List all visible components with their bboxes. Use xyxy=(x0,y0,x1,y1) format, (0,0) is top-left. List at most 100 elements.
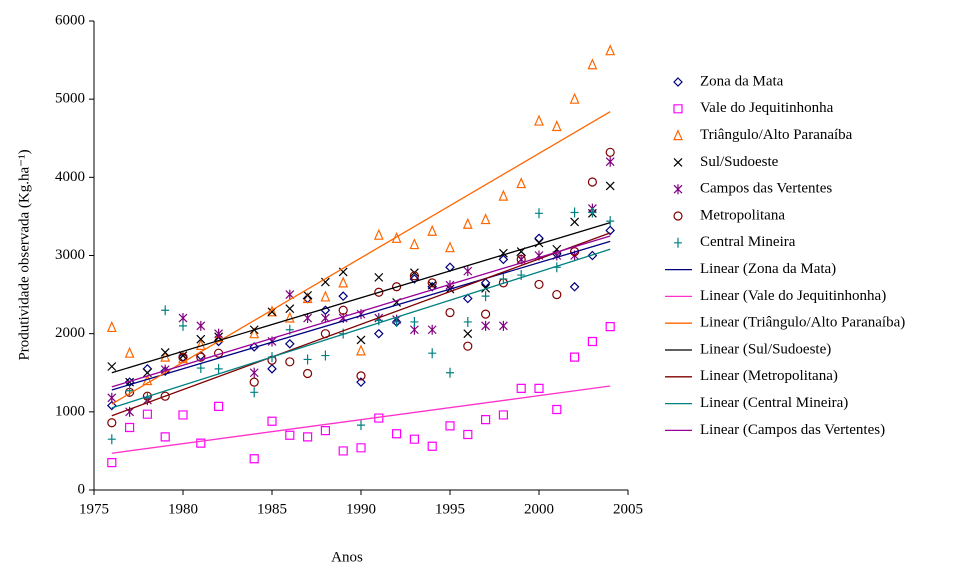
legend-label: Linear (Campos das Vertentes) xyxy=(700,422,885,438)
point xyxy=(498,320,508,331)
point xyxy=(445,307,455,318)
legend-label: Zona da Mata xyxy=(700,73,784,89)
point xyxy=(196,320,206,331)
point xyxy=(285,304,295,314)
point xyxy=(302,368,313,379)
point xyxy=(498,189,509,201)
point xyxy=(410,316,419,327)
point xyxy=(142,363,153,374)
x-tick-label: 2005 xyxy=(613,501,643,517)
point xyxy=(516,254,526,264)
point xyxy=(427,224,438,236)
point xyxy=(587,177,598,187)
point xyxy=(605,44,616,56)
y-tick-label: 2000 xyxy=(55,325,85,341)
point xyxy=(373,228,384,240)
point xyxy=(107,458,117,468)
point xyxy=(125,422,135,433)
legend-marker xyxy=(673,211,683,221)
point xyxy=(462,217,473,229)
legend-marker xyxy=(673,157,683,167)
point xyxy=(356,371,366,381)
point xyxy=(196,438,206,448)
point xyxy=(142,409,152,419)
point xyxy=(463,341,473,351)
point xyxy=(124,346,135,358)
point xyxy=(427,324,437,335)
point xyxy=(517,270,526,281)
legend-label: Sul/Sudoeste xyxy=(700,154,779,170)
point xyxy=(462,293,473,304)
point xyxy=(606,216,615,227)
point xyxy=(356,443,366,453)
point xyxy=(338,446,348,456)
point xyxy=(357,420,365,431)
point xyxy=(605,322,615,332)
x-tick-label: 1975 xyxy=(79,501,109,517)
legend-marker xyxy=(673,104,683,114)
point xyxy=(374,287,384,297)
y-tick-label: 0 xyxy=(78,481,86,497)
point xyxy=(498,410,508,420)
legend-label: Linear (Metropolitana) xyxy=(700,368,838,384)
point xyxy=(570,217,580,227)
point xyxy=(214,328,224,339)
point xyxy=(249,454,259,464)
point xyxy=(267,363,277,374)
point xyxy=(534,383,544,393)
point xyxy=(285,289,295,300)
point xyxy=(249,327,260,339)
trend-line xyxy=(111,248,611,409)
point xyxy=(409,268,419,278)
legend-label: Vale do Jequitinhonha xyxy=(700,100,834,116)
point xyxy=(196,334,206,344)
point xyxy=(445,421,455,431)
point xyxy=(409,274,420,284)
legend-label: Linear (Zona da Mata) xyxy=(700,261,836,277)
point xyxy=(160,432,170,442)
point xyxy=(463,316,472,327)
point xyxy=(249,367,259,378)
point xyxy=(552,404,562,415)
point xyxy=(409,271,420,281)
point xyxy=(534,233,544,244)
point xyxy=(178,410,188,420)
point xyxy=(303,290,313,300)
point xyxy=(107,362,117,371)
point xyxy=(427,441,437,451)
point xyxy=(320,329,331,339)
point xyxy=(373,328,384,339)
x-tick-label: 1985 xyxy=(257,501,287,517)
point xyxy=(303,313,313,324)
point xyxy=(481,291,490,302)
legend-marker xyxy=(674,237,682,248)
point xyxy=(179,320,187,331)
point xyxy=(285,357,295,367)
x-tick-label: 1980 xyxy=(168,501,198,517)
y-tick-label: 4000 xyxy=(55,169,85,185)
legend-label: Linear (Vale do Jequitinhonha) xyxy=(700,288,886,304)
legend-marker xyxy=(673,129,683,141)
point xyxy=(516,177,527,189)
point xyxy=(463,429,473,440)
point xyxy=(534,279,544,290)
x-tick-label: 2000 xyxy=(524,501,554,517)
point xyxy=(374,315,383,326)
point xyxy=(161,305,170,316)
point xyxy=(392,316,401,327)
point xyxy=(321,350,330,361)
legend-label: Triângulo/Alto Paranaíba xyxy=(700,127,853,143)
point xyxy=(569,92,580,104)
point xyxy=(535,208,543,219)
legend-marker xyxy=(673,184,683,195)
point xyxy=(374,272,384,282)
y-axis-title: Produtividade observada (Kg.ha⁻¹) xyxy=(16,149,32,360)
point xyxy=(552,289,562,300)
point xyxy=(107,434,116,445)
point xyxy=(267,416,277,426)
point xyxy=(249,377,259,387)
point xyxy=(499,273,508,284)
point xyxy=(160,391,170,401)
point xyxy=(480,309,491,319)
legend-label: Campos das Vertentes xyxy=(700,181,832,197)
